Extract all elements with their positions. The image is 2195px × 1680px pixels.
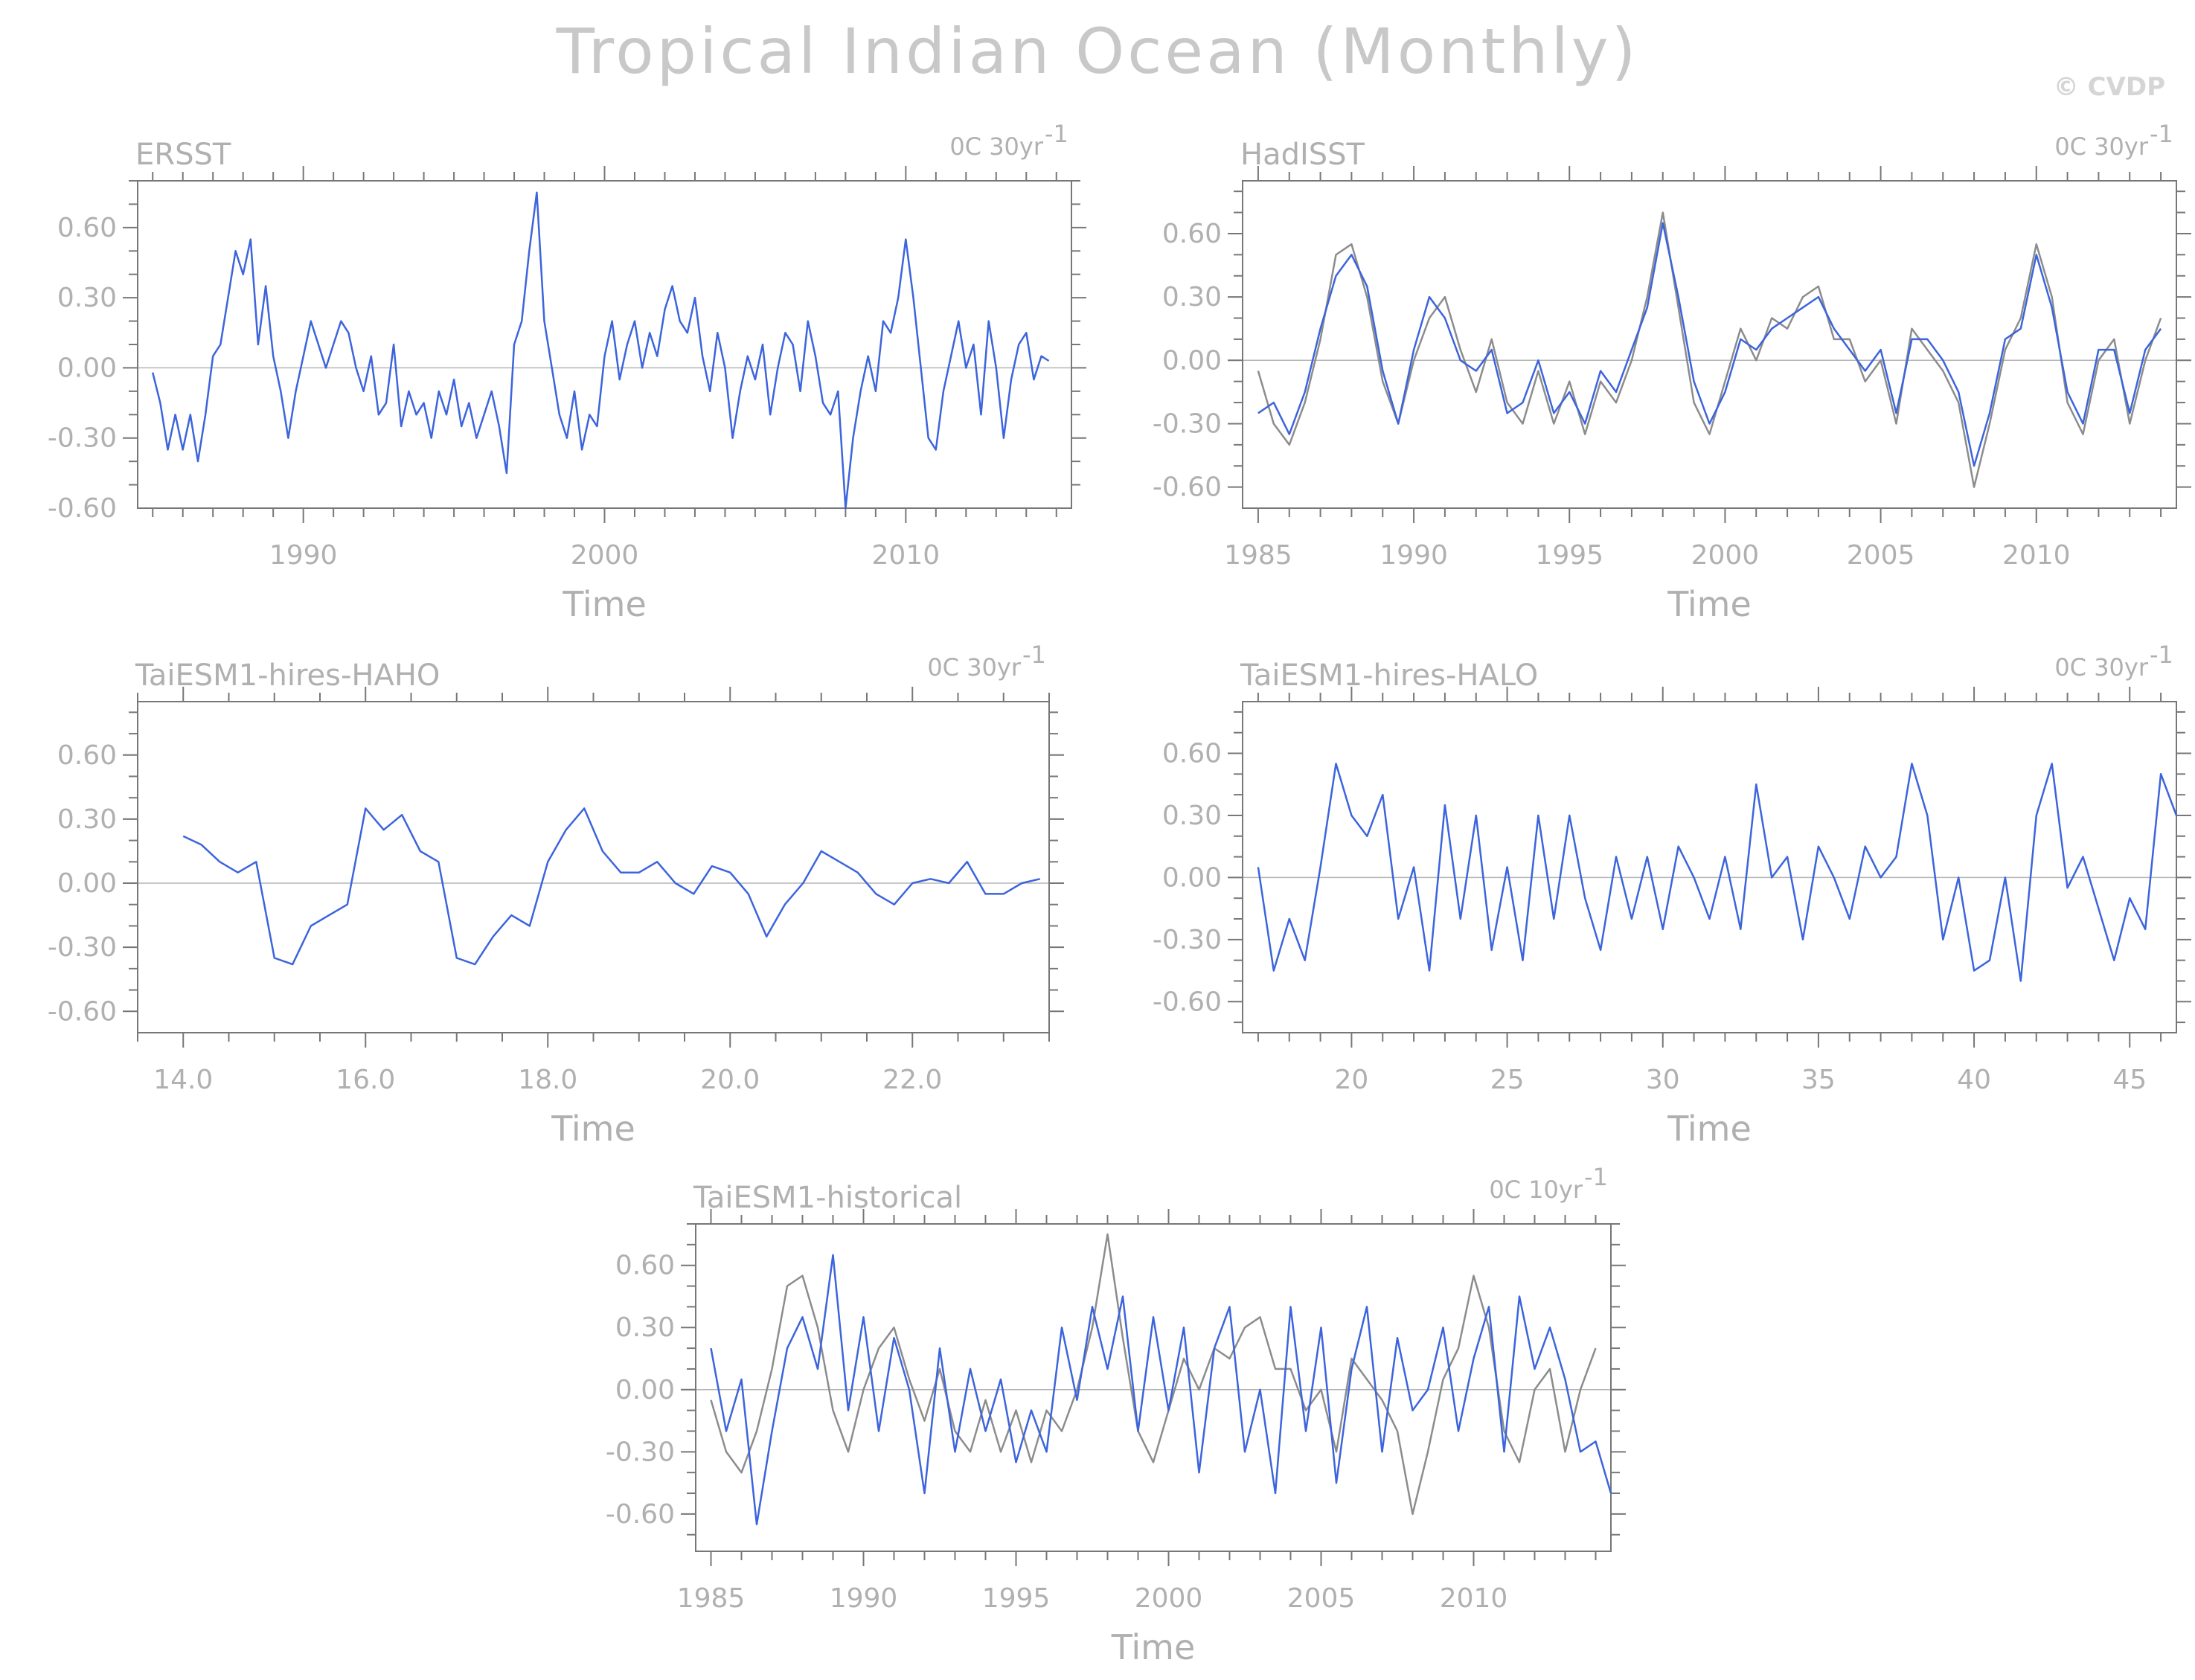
x-tick-label: 45 [2112, 1065, 2147, 1095]
x-axis-label: Time [551, 1109, 635, 1149]
y-tick-label: -0.30 [1153, 408, 1222, 439]
y-tick-label: 0.00 [1162, 862, 1222, 893]
y-tick-label: -0.60 [48, 493, 117, 524]
y-tick-label: -0.60 [1153, 472, 1222, 503]
plot-frame [137, 180, 1072, 509]
x-tick-label: 18.0 [518, 1065, 577, 1095]
y-tick-label: 0.30 [1162, 282, 1222, 312]
chart-panel-2: HadISST 0C 30yr -1 -0.60 -0.30 0.00 0.30 0.60 19… [1153, 120, 2191, 624]
y-tick-label: 0.00 [1162, 345, 1222, 376]
panel-units-superscript: -1 [1584, 1163, 1608, 1191]
panel-units: 0C 30yr [2054, 653, 2149, 682]
chart-panel-3: TaiESM1-hires-HAHO 0C 30yr -1 -0.60 -0.30 0.0… [48, 641, 1064, 1149]
panel-title: ERSST [135, 138, 231, 172]
x-tick-label: 2010 [872, 540, 941, 571]
x-tick-label: 2000 [1135, 1583, 1203, 1614]
panel-units-superscript: -1 [1022, 641, 1046, 669]
y-tick-label: -0.30 [48, 932, 117, 963]
x-tick-label: 1990 [1380, 540, 1448, 571]
copyright-label: © CVDP [2054, 72, 2165, 102]
panel-units-superscript: -1 [2150, 120, 2173, 148]
y-tick-label: 0.00 [57, 868, 117, 899]
y-tick-label: -0.30 [606, 1437, 675, 1467]
chart-panel-4: TaiESM1-hires-HALO 0C 30yr -1 -0.60 -0.30 0.0… [1153, 641, 2191, 1149]
x-tick-label: 22.0 [882, 1065, 942, 1095]
x-tick-label: 14.0 [153, 1065, 213, 1095]
y-tick-label: -0.30 [48, 423, 117, 454]
panel-units: 0C 30yr [949, 132, 1044, 161]
panels-group: ERSST 0C 30yr -1-0.60-0.300.000.300.601990… [48, 120, 2191, 1667]
x-tick-label: 2010 [1440, 1583, 1508, 1614]
plot-frame [695, 1223, 1612, 1552]
chart-panel-1: ERSST 0C 30yr -1 -0.60 -0.30 0.00 0.30 0.60 1990… [48, 120, 1086, 624]
model-series-line [151, 191, 1050, 510]
x-axis-label: Time [1667, 584, 1752, 624]
y-tick-label: -0.30 [1153, 925, 1222, 955]
model-series-line [182, 807, 1040, 966]
x-tick-label: 1985 [677, 1583, 746, 1614]
y-tick-label: -0.60 [606, 1499, 675, 1530]
panel-title: TaiESM1-hires-HAHO [135, 658, 440, 693]
y-tick-label: 0.30 [615, 1312, 675, 1343]
x-tick-label: 30 [1646, 1065, 1680, 1095]
x-tick-label: 20 [1335, 1065, 1369, 1095]
x-tick-label: 1995 [982, 1583, 1051, 1614]
x-tick-label: 20.0 [700, 1065, 760, 1095]
x-axis-label: Time [1667, 1109, 1752, 1149]
y-tick-label: 0.30 [57, 804, 117, 835]
x-tick-label: 2010 [2002, 540, 2071, 571]
x-axis-label: Time [1111, 1627, 1196, 1667]
panel-units: 0C 30yr [2054, 132, 2149, 161]
x-tick-label: 1985 [1224, 540, 1292, 571]
x-tick-label: 2005 [1847, 540, 1915, 571]
y-tick-label: 0.60 [1162, 739, 1222, 769]
panel-units-superscript: -1 [1045, 120, 1068, 148]
model-series-line [1257, 222, 2162, 467]
plot-frame [1242, 180, 2177, 509]
y-tick-label: 0.30 [1162, 801, 1222, 831]
x-tick-label: 40 [1957, 1065, 1991, 1095]
figure-title: Tropical Indian Ocean (Monthly) [556, 15, 1639, 88]
x-tick-label: 25 [1490, 1065, 1525, 1095]
y-tick-label: 0.60 [1162, 219, 1222, 249]
panel-title: TaiESM1-hires-HALO [1240, 658, 1538, 693]
x-tick-label: 2000 [571, 540, 639, 571]
plot-frame [137, 701, 1050, 1033]
y-tick-label: 0.60 [57, 740, 117, 771]
y-tick-label: 0.00 [57, 353, 117, 383]
panel-units: 0C 10yr [1489, 1176, 1583, 1204]
x-tick-label: 2005 [1287, 1583, 1356, 1614]
observation-series-line [1257, 211, 2162, 488]
x-tick-label: 1990 [269, 540, 338, 571]
x-tick-label: 1995 [1535, 540, 1603, 571]
panel-title: TaiESM1-historical [693, 1181, 962, 1215]
y-tick-label: 0.60 [57, 213, 117, 243]
x-tick-label: 35 [1801, 1065, 1836, 1095]
y-tick-label: 0.00 [615, 1375, 675, 1405]
y-tick-label: 0.30 [57, 283, 117, 313]
plot-frame [1242, 701, 2177, 1033]
x-axis-label: Time [562, 584, 647, 624]
panel-title: HadISST [1240, 138, 1365, 172]
y-tick-label: 0.60 [615, 1251, 675, 1281]
x-tick-label: 1990 [830, 1583, 898, 1614]
panel-units: 0C 30yr [927, 653, 1022, 682]
model-series-line [710, 1254, 1612, 1526]
y-tick-label: -0.60 [48, 996, 117, 1027]
panel-units-superscript: -1 [2150, 641, 2173, 669]
chart-panel-5: TaiESM1-historical 0C 10yr -1 -0.60 -0.30 0.0… [606, 1163, 1626, 1667]
x-tick-label: 2000 [1691, 540, 1760, 571]
x-tick-label: 16.0 [336, 1065, 395, 1095]
observation-series-line [710, 1233, 1597, 1516]
model-series-line [1257, 763, 2178, 982]
y-tick-label: -0.60 [1153, 987, 1222, 1017]
